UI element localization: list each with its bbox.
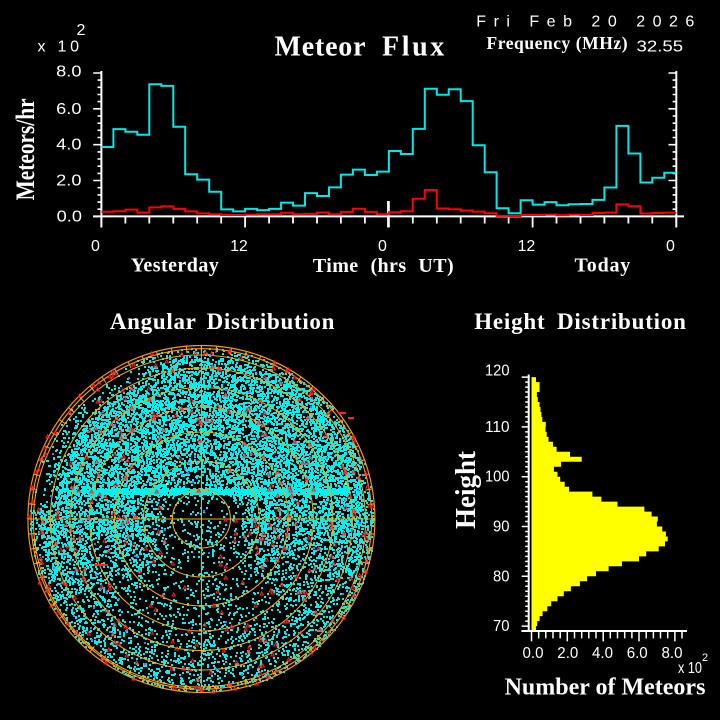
svg-text:2.0: 2.0 [557,645,578,662]
svg-text:100: 100 [485,469,510,486]
svg-text:0: 0 [91,238,100,255]
svg-text:Time (hrs UT): Time (hrs UT) [313,255,454,277]
svg-text:2.0: 2.0 [56,173,81,190]
svg-text:Angular Distribution: Angular Distribution [110,309,335,334]
svg-text:Frequency (MHz): Frequency (MHz) [487,33,629,53]
svg-text:4.0: 4.0 [56,137,81,154]
svg-text:0.0: 0.0 [57,208,82,225]
svg-text:80: 80 [493,568,510,585]
svg-text:110: 110 [485,419,510,436]
svg-text:12: 12 [518,238,535,255]
svg-text:Height Distribution: Height Distribution [474,309,687,334]
svg-text:8.0: 8.0 [56,64,81,81]
svg-text:Height: Height [450,451,482,529]
svg-text:4.0: 4.0 [592,645,613,662]
svg-text:2: 2 [77,22,86,39]
svg-text:Meteor: Meteor [275,32,367,63]
svg-text:0.0: 0.0 [523,645,544,662]
svg-text:Number of Meteors: Number of Meteors [505,675,706,701]
svg-text:Yesterday: Yesterday [131,255,219,277]
svg-text:x 10: x 10 [678,660,702,677]
svg-text:90: 90 [493,519,510,536]
svg-text:2: 2 [702,652,708,664]
svg-text:Flux: Flux [382,32,447,63]
svg-text:6.0: 6.0 [627,645,648,662]
svg-text:120: 120 [485,363,510,380]
svg-text:32.55: 32.55 [637,38,684,55]
svg-text:Meteors/hr: Meteors/hr [11,98,40,200]
svg-text:0: 0 [378,238,387,255]
svg-text:0: 0 [666,238,675,255]
svg-text:8.0: 8.0 [662,645,683,662]
svg-text:x 10: x 10 [38,39,80,56]
svg-text:Today: Today [574,255,631,277]
svg-text:12: 12 [230,238,247,255]
svg-text:70: 70 [493,618,510,635]
svg-text:6.0: 6.0 [56,101,81,118]
